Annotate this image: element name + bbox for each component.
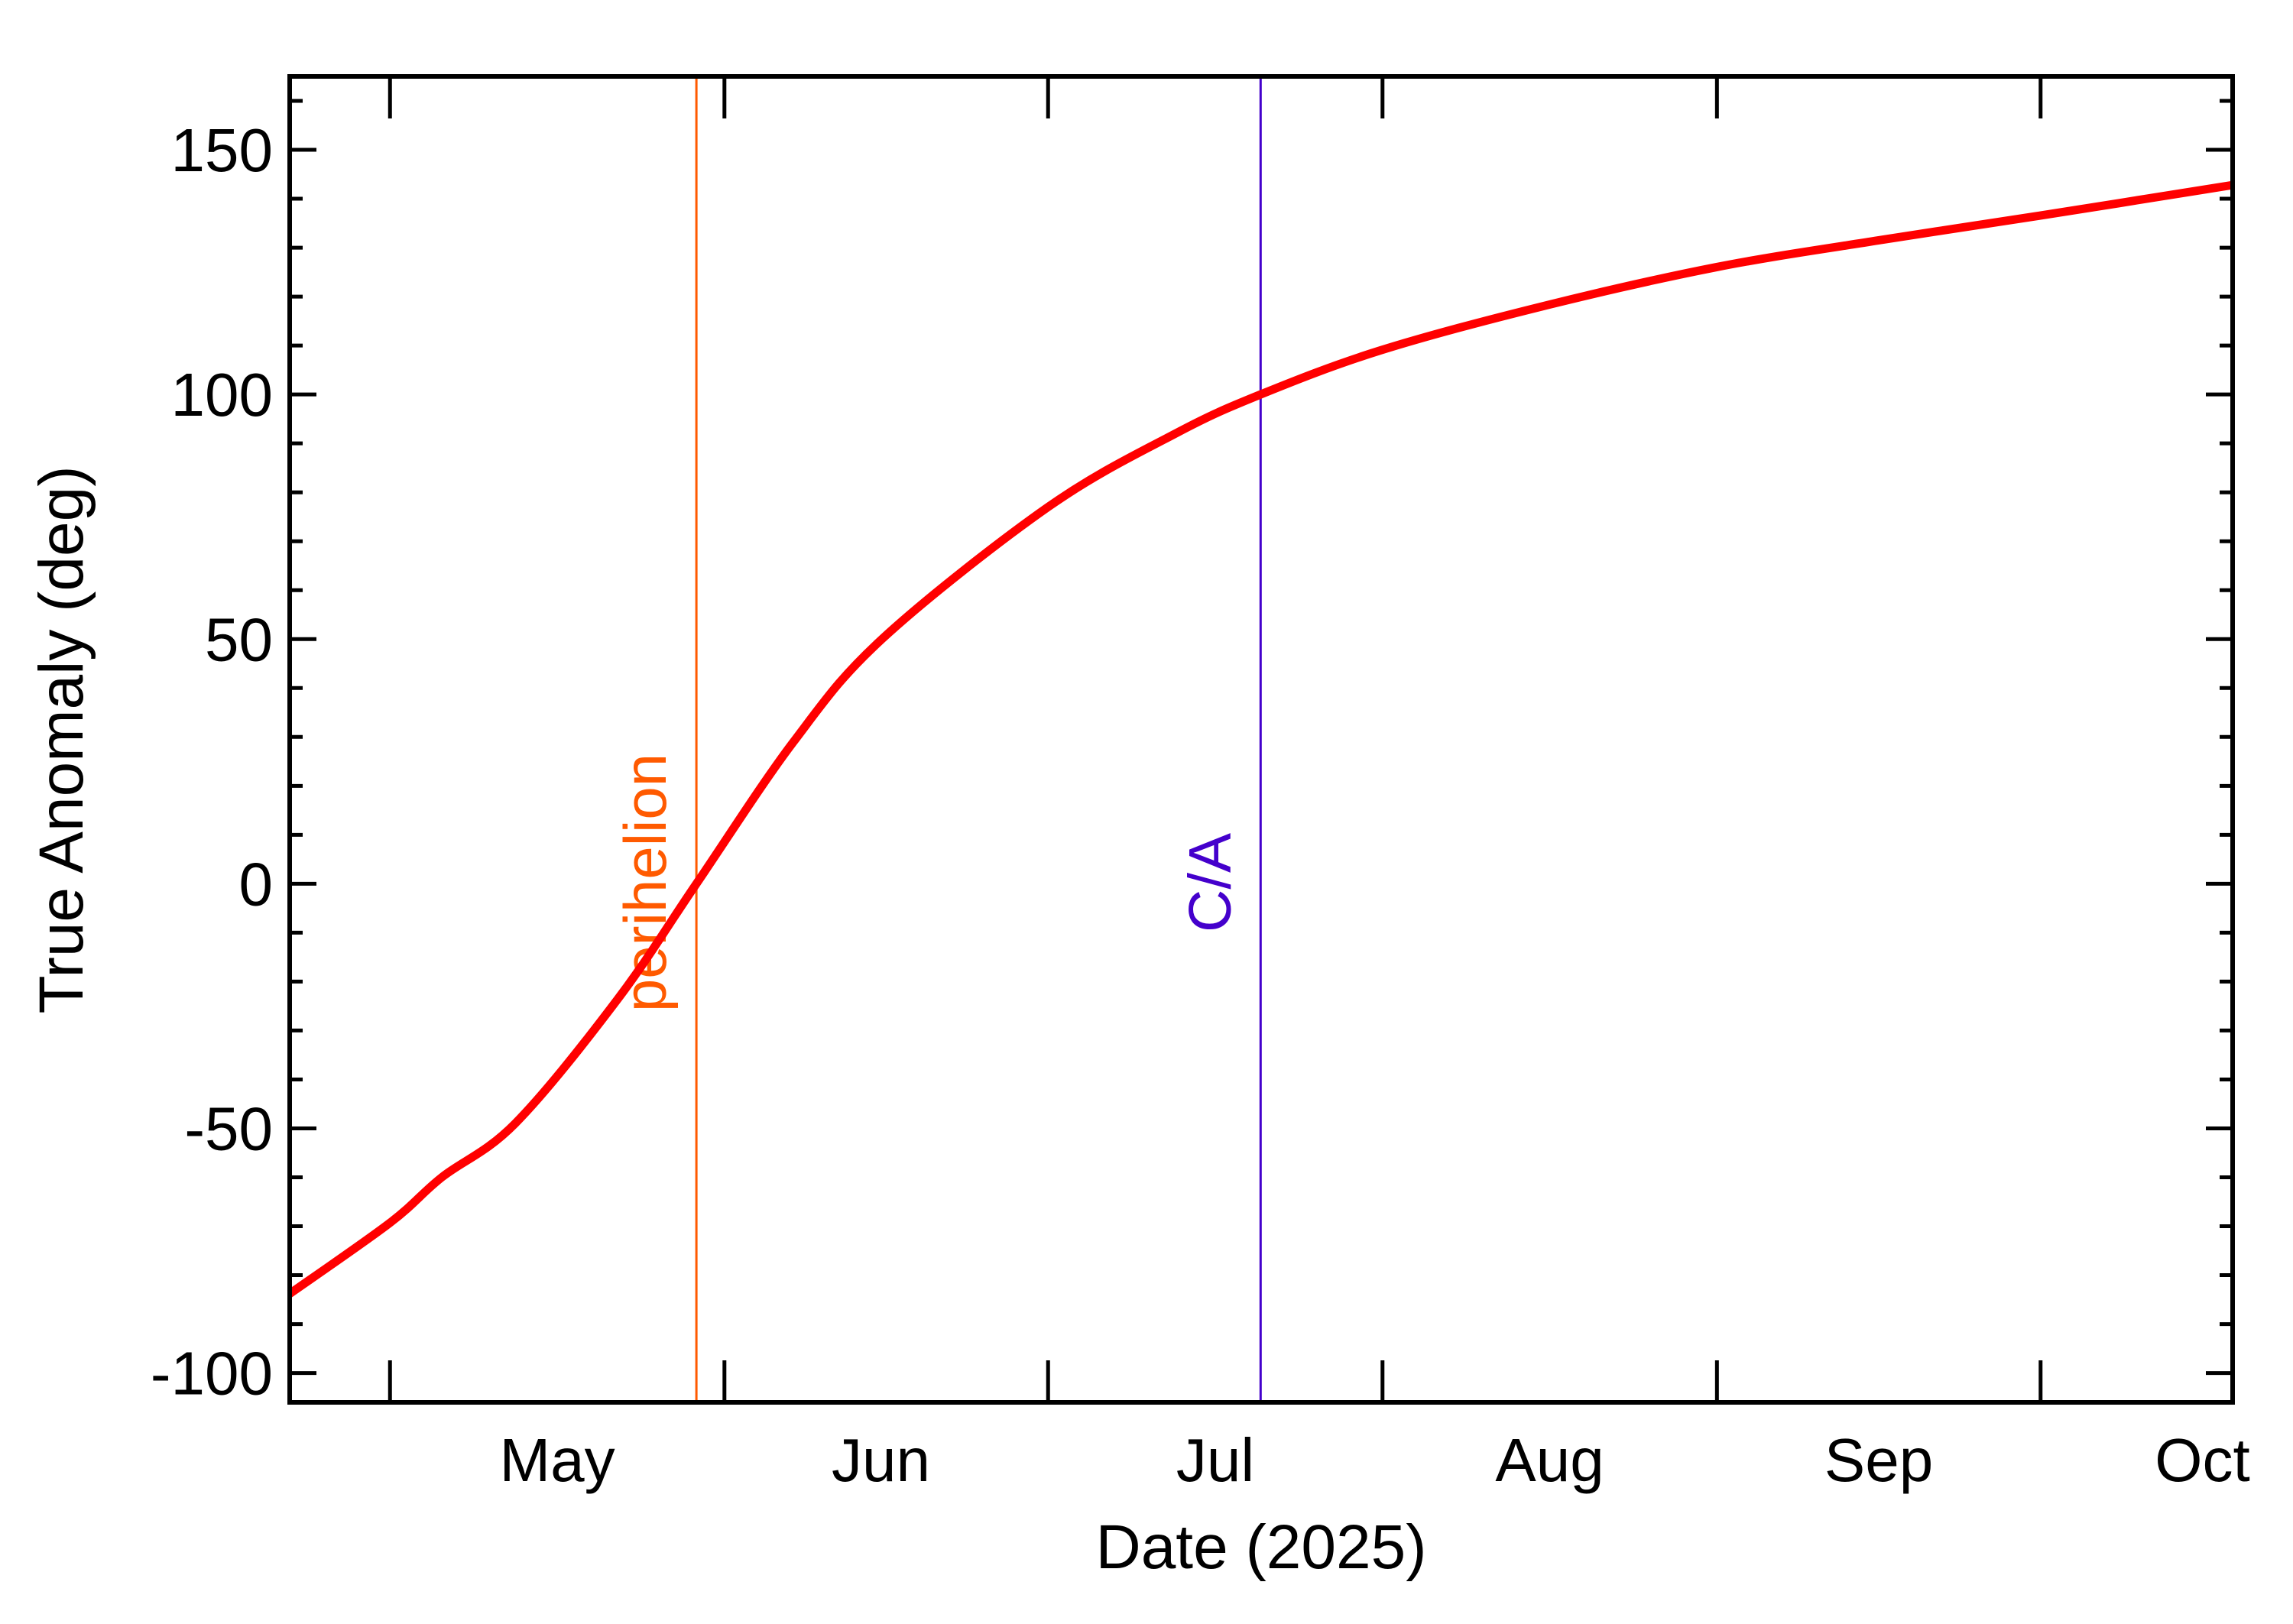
x-tick-label-sep: Sep [1824,1426,1933,1494]
y-axis-label: True Anomaly (deg) [27,465,96,1013]
y-tick-label: 50 [205,605,273,673]
y-tick-label: 150 [171,116,273,184]
x-tick-label-jun: Jun [832,1426,930,1494]
annotation-label: C/A [1176,833,1243,932]
plot-frame [287,74,2235,1405]
y-tick-label: 0 [239,850,274,918]
x-tick-label-may: May [499,1426,615,1494]
y-tick-label: -50 [184,1094,273,1162]
y-tick-label: -100 [151,1340,273,1408]
annotation-label: perihelion [611,754,679,1012]
x-axis-label: Date (2025) [1095,1512,1426,1582]
x-tick-label-jul: Jul [1176,1426,1254,1494]
y-tick-label: 100 [171,361,273,429]
series-line-true-anomaly [287,180,2233,1298]
x-tick-label-oct: Oct [2155,1426,2249,1494]
x-tick-label-aug: Aug [1495,1426,1604,1494]
